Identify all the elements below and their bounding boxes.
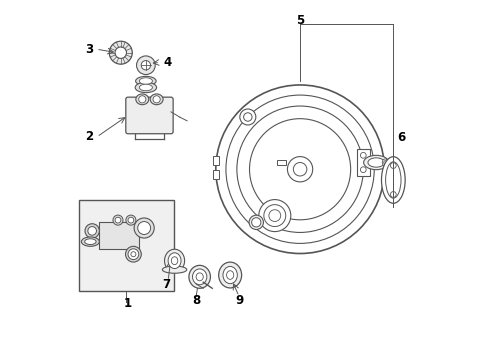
Bar [212, 156, 218, 165]
Text: 9: 9 [235, 294, 243, 307]
Circle shape [128, 217, 134, 223]
Ellipse shape [381, 157, 405, 203]
Circle shape [115, 47, 126, 58]
Bar [356, 149, 369, 176]
Circle shape [215, 85, 384, 253]
Circle shape [225, 95, 373, 243]
Circle shape [134, 218, 154, 238]
Ellipse shape [188, 265, 210, 288]
Ellipse shape [383, 161, 386, 164]
Ellipse shape [382, 159, 387, 166]
Ellipse shape [84, 239, 96, 244]
Circle shape [258, 199, 290, 231]
Ellipse shape [136, 94, 148, 105]
Ellipse shape [81, 237, 99, 246]
Circle shape [131, 252, 136, 257]
Circle shape [85, 224, 99, 238]
Ellipse shape [135, 82, 156, 93]
Ellipse shape [223, 266, 237, 284]
Circle shape [153, 96, 160, 103]
Text: 2: 2 [85, 130, 93, 144]
Ellipse shape [192, 269, 206, 285]
FancyBboxPatch shape [125, 97, 173, 134]
Circle shape [115, 217, 121, 223]
Circle shape [141, 60, 150, 70]
Circle shape [360, 167, 366, 172]
Circle shape [243, 113, 251, 121]
Circle shape [136, 56, 155, 75]
Circle shape [389, 192, 395, 197]
Circle shape [125, 215, 136, 225]
Ellipse shape [162, 266, 186, 273]
Text: 6: 6 [397, 131, 405, 144]
Bar [212, 170, 218, 179]
Circle shape [287, 157, 312, 182]
Ellipse shape [139, 78, 152, 84]
Circle shape [360, 152, 366, 158]
Circle shape [239, 109, 255, 125]
Text: 8: 8 [192, 294, 200, 307]
Text: 1: 1 [123, 297, 132, 310]
Text: 3: 3 [85, 42, 93, 55]
Circle shape [88, 226, 96, 235]
Ellipse shape [139, 84, 152, 91]
Ellipse shape [164, 249, 184, 272]
Circle shape [236, 106, 363, 233]
Ellipse shape [196, 273, 203, 281]
Circle shape [268, 210, 280, 221]
Ellipse shape [226, 271, 233, 279]
Ellipse shape [363, 155, 388, 170]
Ellipse shape [248, 215, 263, 229]
Ellipse shape [367, 158, 384, 167]
Circle shape [125, 246, 141, 262]
Circle shape [264, 204, 285, 226]
Circle shape [138, 221, 150, 234]
Circle shape [293, 162, 306, 176]
Ellipse shape [171, 257, 178, 265]
Ellipse shape [218, 262, 241, 288]
Ellipse shape [168, 253, 181, 269]
Circle shape [109, 41, 132, 64]
Ellipse shape [251, 218, 261, 227]
Text: 5: 5 [295, 14, 304, 27]
Text: 4: 4 [163, 56, 171, 69]
Circle shape [139, 96, 145, 103]
Bar [99, 222, 139, 249]
Ellipse shape [385, 162, 400, 198]
Circle shape [249, 119, 350, 220]
Text: 7: 7 [162, 278, 170, 291]
Ellipse shape [150, 94, 163, 105]
Circle shape [113, 215, 123, 225]
Circle shape [389, 163, 395, 168]
Bar [79, 200, 174, 291]
Ellipse shape [135, 76, 156, 86]
Circle shape [128, 249, 139, 260]
Bar [277, 160, 285, 165]
